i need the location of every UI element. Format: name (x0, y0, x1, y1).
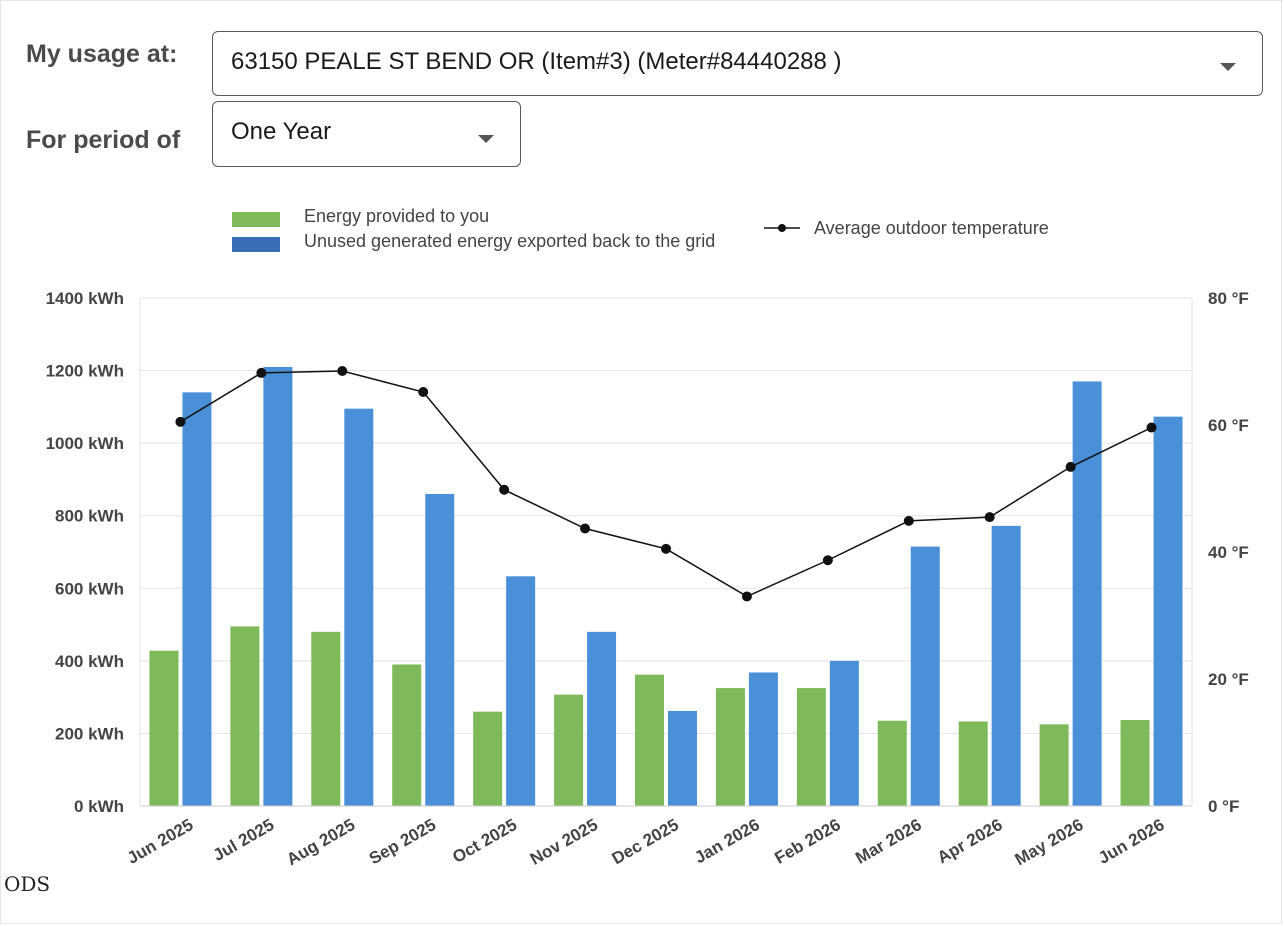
y-right-tick-label: 20 °F (1208, 670, 1249, 689)
legend-label-exported: Unused generated energy exported back to… (304, 231, 716, 251)
bar-exported (182, 392, 212, 806)
bar-exported (829, 660, 859, 806)
y-left-tick-label: 1200 kWh (46, 362, 124, 381)
temperature-point (822, 555, 833, 566)
bar-energy-provided (1120, 720, 1150, 806)
bar-energy-provided (715, 688, 745, 806)
temperature-point (661, 543, 671, 554)
y-right-tick-label: 0 °F (1208, 797, 1239, 816)
legend-line-temperature-icon (764, 224, 800, 232)
meter-select-value: 63150 PEALE ST BEND OR (Item#3) (Meter#8… (231, 48, 842, 75)
bar-energy-provided (877, 720, 907, 806)
period-select[interactable]: One Year (212, 101, 521, 167)
y-left-tick-label: 200 kWh (55, 724, 124, 743)
x-tick-label: Jul 2025 (210, 815, 278, 865)
bar-exported (263, 366, 293, 806)
temperature-point (741, 591, 752, 602)
bar-energy-provided (796, 688, 826, 806)
x-tick-label: Nov 2025 (527, 815, 601, 869)
y-left-tick-label: 400 kWh (55, 652, 124, 671)
y-right-tick-label: 80 °F (1208, 289, 1249, 308)
bar-energy-provided (149, 650, 179, 806)
legend-label-temperature: Average outdoor temperature (814, 218, 1049, 238)
bar-exported (991, 525, 1021, 806)
bar-exported (1072, 381, 1102, 806)
x-tick-label: Jun 2025 (124, 815, 197, 868)
temperature-point (580, 523, 591, 534)
bar-exported (1153, 416, 1183, 806)
temperature-point (903, 515, 914, 526)
y-left-tick-label: 600 kWh (55, 579, 124, 598)
usage-chart: 0 kWh 200 kWh 400 kWh 600 kWh 800 kWh 1000 kW… (46, 289, 1249, 869)
bar-energy-provided (473, 711, 503, 806)
bar-energy-provided (554, 694, 584, 806)
x-tick-label: Dec 2025 (609, 815, 682, 868)
temperature-point (175, 416, 186, 427)
y-right-tick-label: 40 °F (1208, 543, 1249, 562)
bar-energy-provided (1039, 724, 1069, 806)
chevron-down-icon (1220, 63, 1236, 71)
bar-exported (425, 493, 455, 806)
x-tick-label: Oct 2025 (449, 815, 520, 867)
period-label: For period of (26, 126, 181, 154)
bar-energy-provided (230, 626, 260, 806)
temperature-point (1146, 422, 1157, 433)
x-tick-label: Aug 2025 (283, 815, 358, 869)
meter-select[interactable]: 63150 PEALE ST BEND OR (Item#3) (Meter#8… (212, 31, 1263, 96)
x-tick-label: Sep 2025 (366, 815, 439, 868)
bar-energy-provided (635, 674, 664, 806)
ods-watermark: ODS (4, 872, 51, 896)
usage-label: My usage at: (26, 40, 178, 68)
bar-exported (668, 710, 697, 806)
legend-swatch-energy-provided (232, 212, 280, 227)
bar-energy-provided (311, 631, 341, 806)
bar-energy-provided (958, 721, 988, 806)
x-tick-label: Apr 2026 (934, 815, 1006, 867)
y-left-tick-label: 800 kWh (55, 507, 124, 526)
temperature-point (418, 386, 429, 397)
x-tick-label: May 2026 (1012, 815, 1087, 869)
temperature-point (337, 366, 348, 377)
legend-label-energy-provided: Energy provided to you (304, 206, 490, 226)
legend-swatch-exported (232, 237, 280, 252)
temperature-point (256, 367, 267, 378)
temperature-point (984, 512, 995, 523)
y-right-tick-label: 60 °F (1208, 416, 1249, 435)
x-tick-label: Feb 2026 (771, 815, 844, 868)
bar-exported (506, 576, 536, 806)
x-tick-label: Mar 2026 (852, 815, 925, 868)
bar-exported (910, 546, 940, 806)
bar-exported (587, 631, 617, 806)
temperature-point (1065, 461, 1076, 472)
x-tick-label: Jan 2026 (691, 815, 763, 867)
bar-exported (344, 408, 374, 806)
bar-exported (748, 672, 778, 806)
chevron-down-icon (478, 135, 494, 143)
y-left-tick-label: 1400 kWh (46, 289, 124, 308)
y-left-tick-label: 0 kWh (74, 797, 124, 816)
x-tick-label: Jun 2026 (1095, 815, 1168, 868)
period-select-value: One Year (231, 118, 332, 145)
temperature-point (499, 484, 510, 495)
y-left-tick-label: 1000 kWh (46, 434, 124, 453)
bar-energy-provided (392, 664, 422, 806)
